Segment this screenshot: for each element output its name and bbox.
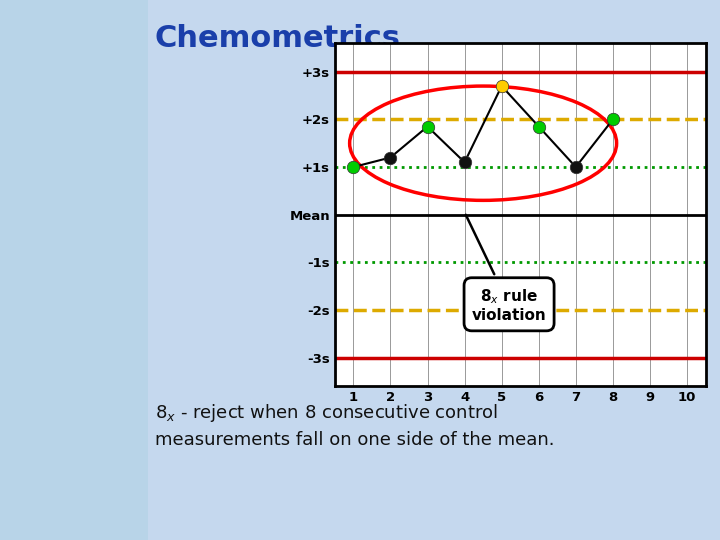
Text: 8$_x$ rule
violation: 8$_x$ rule violation (466, 215, 546, 323)
Text: 8$_x$ - reject when 8 consecutive control
measurements fall on one side of the m: 8$_x$ - reject when 8 consecutive contro… (155, 402, 554, 449)
Text: Chemometrics: Chemometrics (155, 24, 401, 53)
Bar (148, 0, 720, 540)
